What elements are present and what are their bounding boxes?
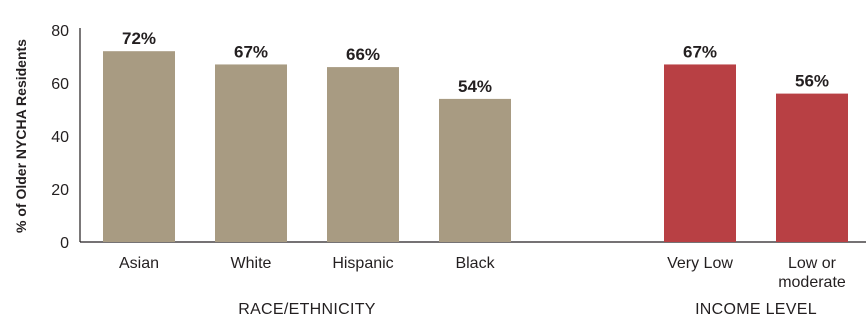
data-label: 67% — [234, 42, 268, 61]
x-tick-label: Hispanic — [332, 255, 393, 272]
x-axis-tick-labels: Asian White Hispanic Black Very Low Low or mod… — [119, 255, 846, 291]
x-tick-label: moderate — [778, 274, 846, 291]
x-tick-label: Low or — [788, 255, 837, 272]
y-tick-label: 80 — [51, 23, 69, 40]
data-label: 72% — [122, 29, 156, 48]
bar — [664, 64, 736, 242]
group-label: INCOME LEVEL — [695, 301, 817, 318]
data-label: 66% — [346, 45, 380, 64]
group-labels: RACE/ETHNICITY INCOME LEVEL — [238, 301, 817, 318]
x-tick-label: Black — [455, 255, 495, 272]
bar — [439, 98, 511, 243]
bar — [327, 67, 399, 242]
y-tick-label: 40 — [51, 129, 69, 146]
group-label: RACE/ETHNICITY — [238, 301, 376, 318]
bars: 72% 67% 66% 54% 67% 56% — [103, 29, 848, 243]
bar — [103, 51, 175, 243]
x-tick-label: Very Low — [667, 255, 733, 272]
y-tick-label: 0 — [60, 235, 69, 252]
bar — [215, 64, 287, 242]
x-tick-label: White — [231, 255, 272, 272]
y-axis-label: % of Older NYCHA Residents — [13, 39, 29, 233]
data-label: 56% — [795, 72, 829, 91]
x-tick-label: Asian — [119, 255, 159, 272]
data-label: 54% — [458, 77, 492, 96]
y-tick-label: 20 — [51, 182, 69, 199]
bar — [776, 93, 848, 242]
data-label: 67% — [683, 42, 717, 61]
y-tick-label: 60 — [51, 76, 69, 93]
y-axis-ticks: 0 20 40 60 80 — [51, 23, 69, 252]
